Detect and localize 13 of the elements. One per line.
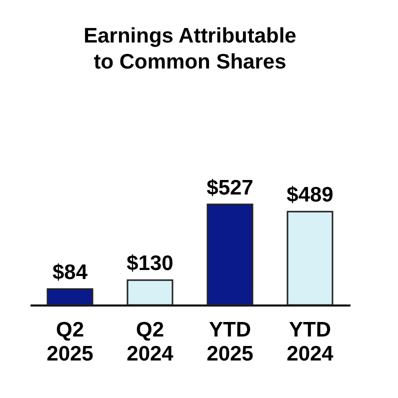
bar <box>46 288 94 306</box>
bar <box>286 210 334 306</box>
data-label: $489 <box>286 184 334 207</box>
data-label: $84 <box>52 260 88 284</box>
x-tick-label: Q2 2025 <box>46 318 94 366</box>
bar <box>126 279 174 306</box>
chart-title: Earnings Attributable to Common Shares <box>84 24 296 74</box>
x-tick-label: YTD 2024 <box>286 318 334 366</box>
x-tick-label: YTD 2025 <box>206 318 254 366</box>
data-label: $527 <box>206 176 254 200</box>
x-tick-label: Q2 2024 <box>126 318 174 366</box>
data-label: $130 <box>126 252 174 276</box>
bar <box>206 204 254 306</box>
